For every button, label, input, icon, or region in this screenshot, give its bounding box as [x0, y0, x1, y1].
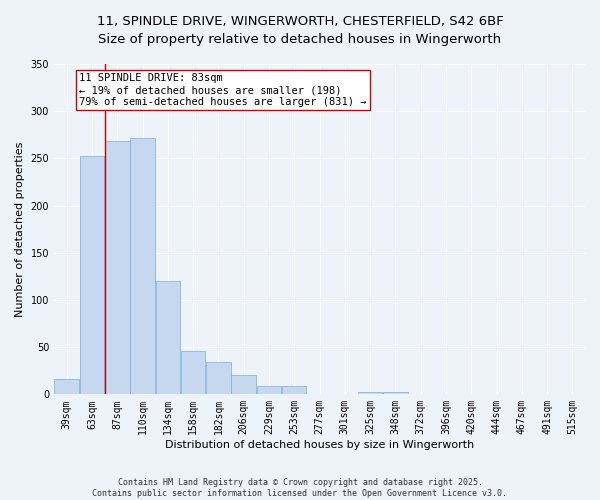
Bar [358, 392, 382, 394]
Bar [105, 142, 130, 394]
Bar [130, 138, 155, 394]
Bar [257, 386, 281, 394]
Text: Contains HM Land Registry data © Crown copyright and database right 2025.
Contai: Contains HM Land Registry data © Crown c… [92, 478, 508, 498]
Bar [206, 362, 230, 394]
Bar [383, 392, 407, 394]
Bar [55, 379, 79, 394]
X-axis label: Distribution of detached houses by size in Wingerworth: Distribution of detached houses by size … [165, 440, 474, 450]
Bar [181, 351, 205, 395]
Bar [80, 156, 104, 394]
Bar [155, 281, 180, 394]
Text: 11 SPINDLE DRIVE: 83sqm
← 19% of detached houses are smaller (198)
79% of semi-d: 11 SPINDLE DRIVE: 83sqm ← 19% of detache… [79, 74, 367, 106]
Text: 11, SPINDLE DRIVE, WINGERWORTH, CHESTERFIELD, S42 6BF: 11, SPINDLE DRIVE, WINGERWORTH, CHESTERF… [97, 15, 503, 28]
Text: Size of property relative to detached houses in Wingerworth: Size of property relative to detached ho… [98, 32, 502, 46]
Y-axis label: Number of detached properties: Number of detached properties [15, 142, 25, 317]
Bar [282, 386, 307, 394]
Bar [232, 374, 256, 394]
